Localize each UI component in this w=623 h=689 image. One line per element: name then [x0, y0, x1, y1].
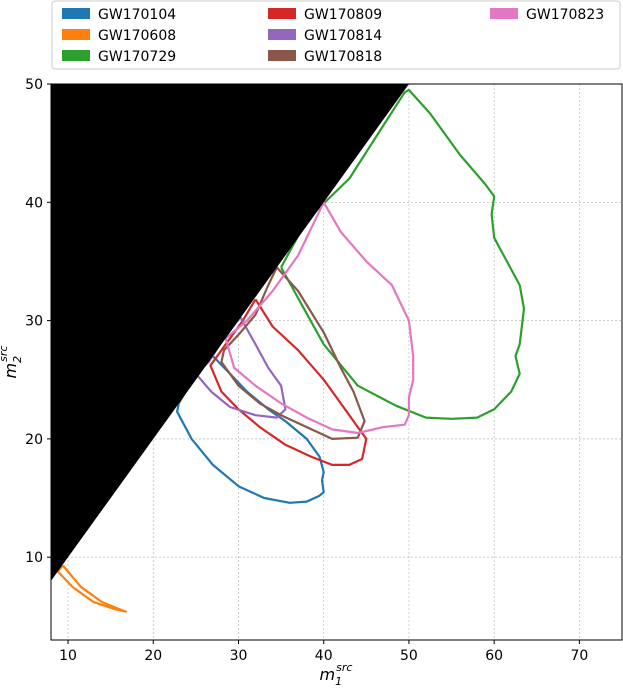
x-tick-label: 40 — [315, 648, 333, 664]
legend-label: GW170814 — [304, 28, 382, 44]
legend-label: GW170809 — [304, 7, 382, 23]
legend-box — [51, 0, 621, 70]
legend-swatch — [490, 8, 518, 19]
x-tick-label: 20 — [144, 648, 162, 664]
legend-swatch — [268, 50, 296, 61]
x-axis-label: m1src — [320, 661, 353, 685]
contour-GW170104 — [176, 355, 325, 504]
legend-label: GW170823 — [526, 7, 604, 23]
y-axis-label-sub: 2 — [11, 356, 24, 363]
contour-GW170809 — [209, 298, 368, 466]
y-axis-label: m2src — [0, 346, 24, 379]
series-layer — [56, 88, 526, 613]
legend-swatch — [62, 8, 90, 19]
legend-swatch — [62, 50, 90, 61]
contour-GW170729 — [280, 88, 526, 420]
tick-layer: 10 20 30 40 50 60 70 10 20 30 40 50 — [25, 77, 588, 664]
x-tick-label: 60 — [485, 648, 503, 664]
x-tick-label: 10 — [59, 648, 77, 664]
x-tick-label: 30 — [230, 648, 248, 664]
y-tick-label: 20 — [25, 432, 43, 448]
legend-swatch — [268, 29, 296, 40]
x-axis-label-sup: src — [336, 661, 352, 674]
y-tick-label: 10 — [25, 550, 43, 566]
y-axis-label-sup: src — [0, 346, 10, 362]
legend-swatch — [268, 8, 296, 19]
legend-label: GW170104 — [98, 7, 176, 23]
excluded-region — [51, 84, 409, 581]
plot-frame — [50, 83, 623, 641]
contour-GW170823 — [224, 201, 415, 435]
contour-GW170608 — [56, 564, 128, 613]
legend-label: GW170729 — [98, 49, 176, 65]
legend: GW170104 GW170608 GW170729 GW170809 GW170814… — [51, 0, 621, 70]
y-tick-label: 50 — [25, 77, 43, 93]
legend-label: GW170608 — [98, 28, 176, 44]
contour-GW170818 — [220, 266, 366, 440]
y-tick-label: 40 — [25, 195, 43, 211]
legend-label: GW170818 — [304, 49, 382, 65]
contour-GW170814 — [194, 316, 287, 419]
x-tick-label: 50 — [400, 648, 418, 664]
y-tick-label: 30 — [25, 314, 43, 330]
legend-swatch — [62, 29, 90, 40]
x-axis-label-sub: 1 — [335, 675, 342, 685]
x-tick-label: 70 — [570, 648, 588, 664]
